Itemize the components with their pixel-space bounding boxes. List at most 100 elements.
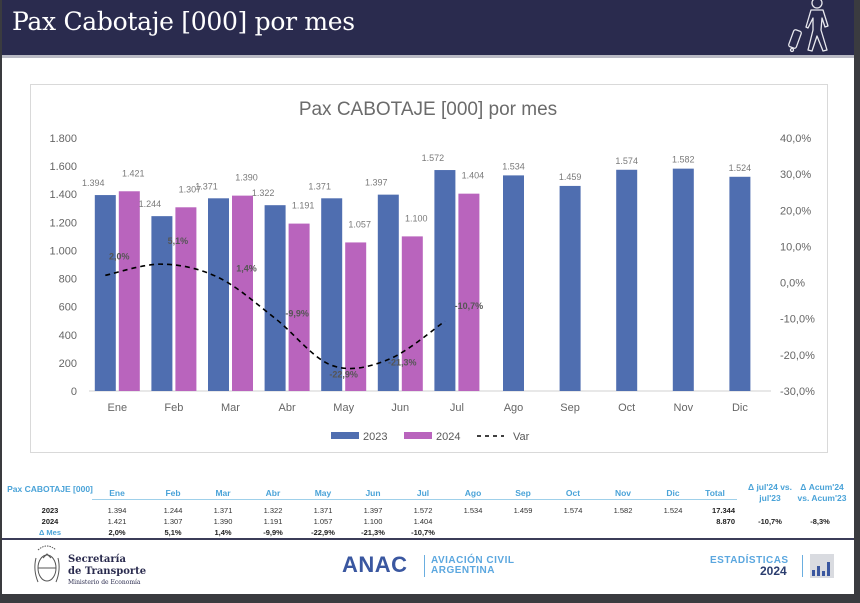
y-tick-label: 1.600 [49,161,77,173]
x-tick-label: Ene [108,402,128,414]
y2-tick-label: -10,0% [780,314,815,326]
anac-subtitle-1: AVIACIÓN CIVIL [431,555,515,566]
var-label: -9,9% [285,308,309,318]
slide: Pax Cabotaje [000] por mes Pax CABOTAJE … [2,0,854,594]
y-tick-label: 1.800 [49,133,77,145]
table-header-delta-month-2: jul'23 [759,493,781,503]
table-cell: 1.404 [413,517,433,526]
table-month-header: Feb [165,488,181,498]
y-tick-label: 1.200 [49,217,77,229]
table-cell: 1.371 [313,506,333,515]
table-cell: 1.574 [563,506,583,515]
var-label: -10,7% [455,301,484,311]
y-tick-label: 200 [59,358,77,370]
bar-2023 [559,185,581,391]
x-tick-label: Sep [560,402,580,414]
y-tick-label: 800 [59,274,77,286]
table-cell: 2,0% [108,528,126,537]
table-header-label: Pax CABOTAJE [000] [7,484,93,494]
x-tick-label: Abr [279,402,296,414]
legend: 2023 2024 Var [331,431,530,443]
legend-label-var: Var [513,431,530,443]
chart: Pax CABOTAJE [000] por mes 0 200 400 600 800… [49,99,815,443]
table-cell: 1.534 [463,506,483,515]
bar-2024 [288,223,310,391]
x-tick-label: May [333,402,354,414]
table-month-header: Abr [265,488,281,498]
x-tick-label: Mar [221,402,240,414]
bar-2023 [264,205,286,391]
data-label-2023: 1.371 [308,181,331,191]
legend-swatch-2023 [331,432,359,439]
table-month-header: Mar [215,488,231,498]
bar-2023 [151,216,173,391]
y2-tick-label: -30,0% [780,386,815,398]
table-cell: -22,9% [311,528,335,537]
table-cell: 1.390 [213,517,233,526]
data-label-2023: 1.397 [365,178,388,188]
y-tick-label: 0 [71,386,77,398]
bar-2024 [118,191,140,391]
chart-frame: Pax CABOTAJE [000] por mes 0 200 400 600 800… [30,84,828,453]
table-cell: 1.459 [513,506,533,515]
anac-logo-text: ANAC [342,552,408,577]
estadisticas-year: 2024 [760,564,787,578]
y-tick-label: 400 [59,330,77,342]
secretaria-line1: Secretaría [68,554,126,565]
x-tick-label: Jul [450,402,464,414]
y-tick-label: 1.400 [49,189,77,201]
table-header-delta-month-1: Δ jul'24 vs. [747,482,793,492]
anac-subtitle-2: ARGENTINA [431,565,495,576]
secretaria-line2: de Transporte [68,566,147,577]
y-tick-label: 600 [59,302,77,314]
data-label-2023: 1.244 [139,199,162,209]
estadisticas-separator [802,555,803,577]
data-label-2023: 1.459 [559,172,582,182]
table-cell: -9,9% [263,528,283,537]
y2-tick-label: 10,0% [780,241,811,253]
table-cell: 1.100 [363,517,383,526]
bar-2023 [503,175,524,391]
table-cell: -10,7% [411,528,435,537]
table-cell: -21,3% [361,528,385,537]
x-tick-label: Jun [391,402,409,414]
table-month-header: Ene [109,488,125,498]
table-header-underline [92,499,737,500]
table-header-total: Total [705,488,725,498]
data-label-2024: 1.191 [292,201,315,211]
x-tick-label: Ago [504,402,524,414]
data-label-2023: 1.574 [615,156,638,166]
table-cell: 1.307 [163,517,183,526]
table-cell: 1.244 [163,506,183,515]
bar-2023 [672,168,694,391]
var-label: 1,4% [236,264,257,274]
table-row-label: Δ Mes [38,528,62,537]
footer: Secretaría de Transporte Ministerio de E… [2,538,854,592]
table-cell: 1.421 [107,517,127,526]
table-cell: 1.397 [363,506,383,515]
table-cell: 1.394 [107,506,127,515]
bar-2023 [94,195,116,391]
bar-2024 [458,193,480,391]
bar-2024 [175,207,197,391]
var-label: 5,1% [168,236,189,246]
data-label-2024: 1.100 [405,213,428,223]
data-label-2023: 1.534 [502,161,525,171]
bar-2024 [401,236,423,391]
bar-2024 [345,242,367,391]
table-row-label: 2024 [41,517,59,526]
table-header-delta-accum-2: vs. Acum'23 [797,493,847,503]
table-cell: 1,4% [214,528,232,537]
estadisticas-label: ESTADÍSTICAS [710,555,789,566]
data-label-2023: 1.572 [422,153,445,163]
data-label-2024: 1.307 [179,184,202,194]
table-delta-accum: -8,3% [810,517,830,526]
bar-2023 [208,198,229,391]
var-label: -22,9% [329,369,358,379]
table-month-header: May [314,488,332,498]
table-cell: 1.371 [213,506,233,515]
traveler-with-luggage-icon [788,0,829,53]
bar-2023 [434,170,456,391]
data-label-2023: 1.524 [729,163,752,173]
bar-2023 [377,194,399,391]
